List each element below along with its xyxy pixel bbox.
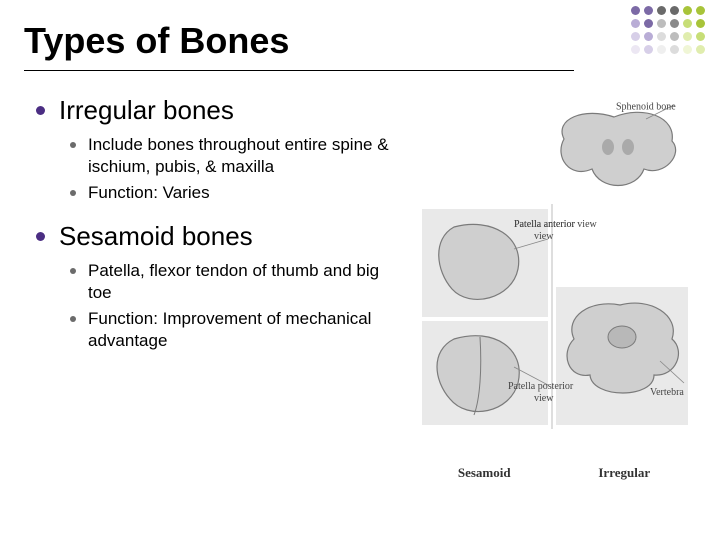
- sub-item: Include bones throughout entire spine & …: [70, 134, 406, 178]
- disc-bullet-icon: [70, 268, 76, 274]
- sub-list: Patella, flexor tendon of thumb and big …: [36, 260, 406, 351]
- caption-sesamoid: Sesamoid: [458, 465, 511, 481]
- label-vertebra: Vertebra: [650, 387, 684, 398]
- disc-bullet-icon: [70, 316, 76, 322]
- slide: Types of Bones Irregular bones Include b…: [0, 0, 720, 540]
- sub-item: Patella, flexor tendon of thumb and big …: [70, 260, 406, 304]
- figure-caption-row: Sesamoid Irregular: [414, 465, 694, 481]
- title-rule: Types of Bones: [24, 20, 574, 71]
- decoration-dot-icon: [683, 32, 692, 41]
- bullet-label: Sesamoid bones: [59, 221, 253, 252]
- decoration-dot-icon: [670, 6, 679, 15]
- disc-bullet-icon: [70, 142, 76, 148]
- decoration-dot-icon: [644, 32, 653, 41]
- sub-text: Function: Varies: [88, 182, 210, 204]
- decoration-dot-icon: [631, 6, 640, 15]
- figure-column: Sphenoid bone Patella anterior view Pate…: [406, 95, 694, 481]
- sub-text: Patella, flexor tendon of thumb and big …: [88, 260, 406, 304]
- decoration-dot-icon: [631, 19, 640, 28]
- text-column: Irregular bones Include bones throughout…: [24, 95, 406, 369]
- label-patella-anterior-line2: view: [534, 231, 554, 242]
- caption-irregular: Irregular: [598, 465, 650, 481]
- label-patella-anterior-line1: Patella anterior: [514, 219, 575, 230]
- bullet-item-sesamoid: Sesamoid bones Patella, flexor tendon of…: [36, 221, 406, 351]
- sphenoid-bone-icon: [561, 112, 676, 185]
- decoration-dot-icon: [670, 32, 679, 41]
- decoration-dot-icon: [696, 32, 705, 41]
- decoration-dot-icon: [670, 19, 679, 28]
- decoration-dot-icon: [657, 19, 666, 28]
- decoration-dot-icon: [644, 6, 653, 15]
- decoration-dot-icon: [683, 45, 692, 54]
- decoration-dot-icon: [631, 32, 640, 41]
- decoration-dot-icon: [670, 45, 679, 54]
- decoration-dot-icon: [644, 19, 653, 28]
- decoration-dots: [631, 6, 706, 55]
- bullet-list: Irregular bones Include bones throughout…: [36, 95, 406, 351]
- decoration-dot-icon: [657, 45, 666, 54]
- sub-text: Include bones throughout entire spine & …: [88, 134, 406, 178]
- bone-figure: Sphenoid bone Patella anterior view Pate…: [414, 99, 694, 459]
- label-sphenoid: Sphenoid bone: [616, 101, 676, 112]
- label-patella-posterior-line1: Patella posterior: [508, 381, 574, 392]
- decoration-dot-icon: [696, 19, 705, 28]
- sub-item: Function: Improvement of mechanical adva…: [70, 308, 406, 352]
- decoration-dot-icon: [683, 6, 692, 15]
- sub-list: Include bones throughout entire spine & …: [36, 134, 406, 203]
- patella-anterior-icon: [439, 224, 519, 299]
- decoration-dot-icon: [696, 45, 705, 54]
- decoration-dot-icon: [644, 45, 653, 54]
- decoration-dot-icon: [696, 6, 705, 15]
- sub-item: Function: Varies: [70, 182, 406, 204]
- disc-bullet-icon: [36, 106, 45, 115]
- bone-illustration-svg: Sphenoid bone Patella anterior view Pate…: [414, 99, 694, 439]
- disc-bullet-icon: [36, 232, 45, 241]
- label-patella-posterior-line2: view: [534, 393, 554, 404]
- decoration-dot-icon: [657, 32, 666, 41]
- bullet-item-irregular: Irregular bones Include bones throughout…: [36, 95, 406, 203]
- sub-text: Function: Improvement of mechanical adva…: [88, 308, 406, 352]
- decoration-dot-icon: [683, 19, 692, 28]
- page-title: Types of Bones: [24, 20, 574, 62]
- bullet-label: Irregular bones: [59, 95, 234, 126]
- decoration-dot-icon: [631, 45, 640, 54]
- disc-bullet-icon: [70, 190, 76, 196]
- decoration-dot-icon: [657, 6, 666, 15]
- content-row: Irregular bones Include bones throughout…: [24, 95, 720, 481]
